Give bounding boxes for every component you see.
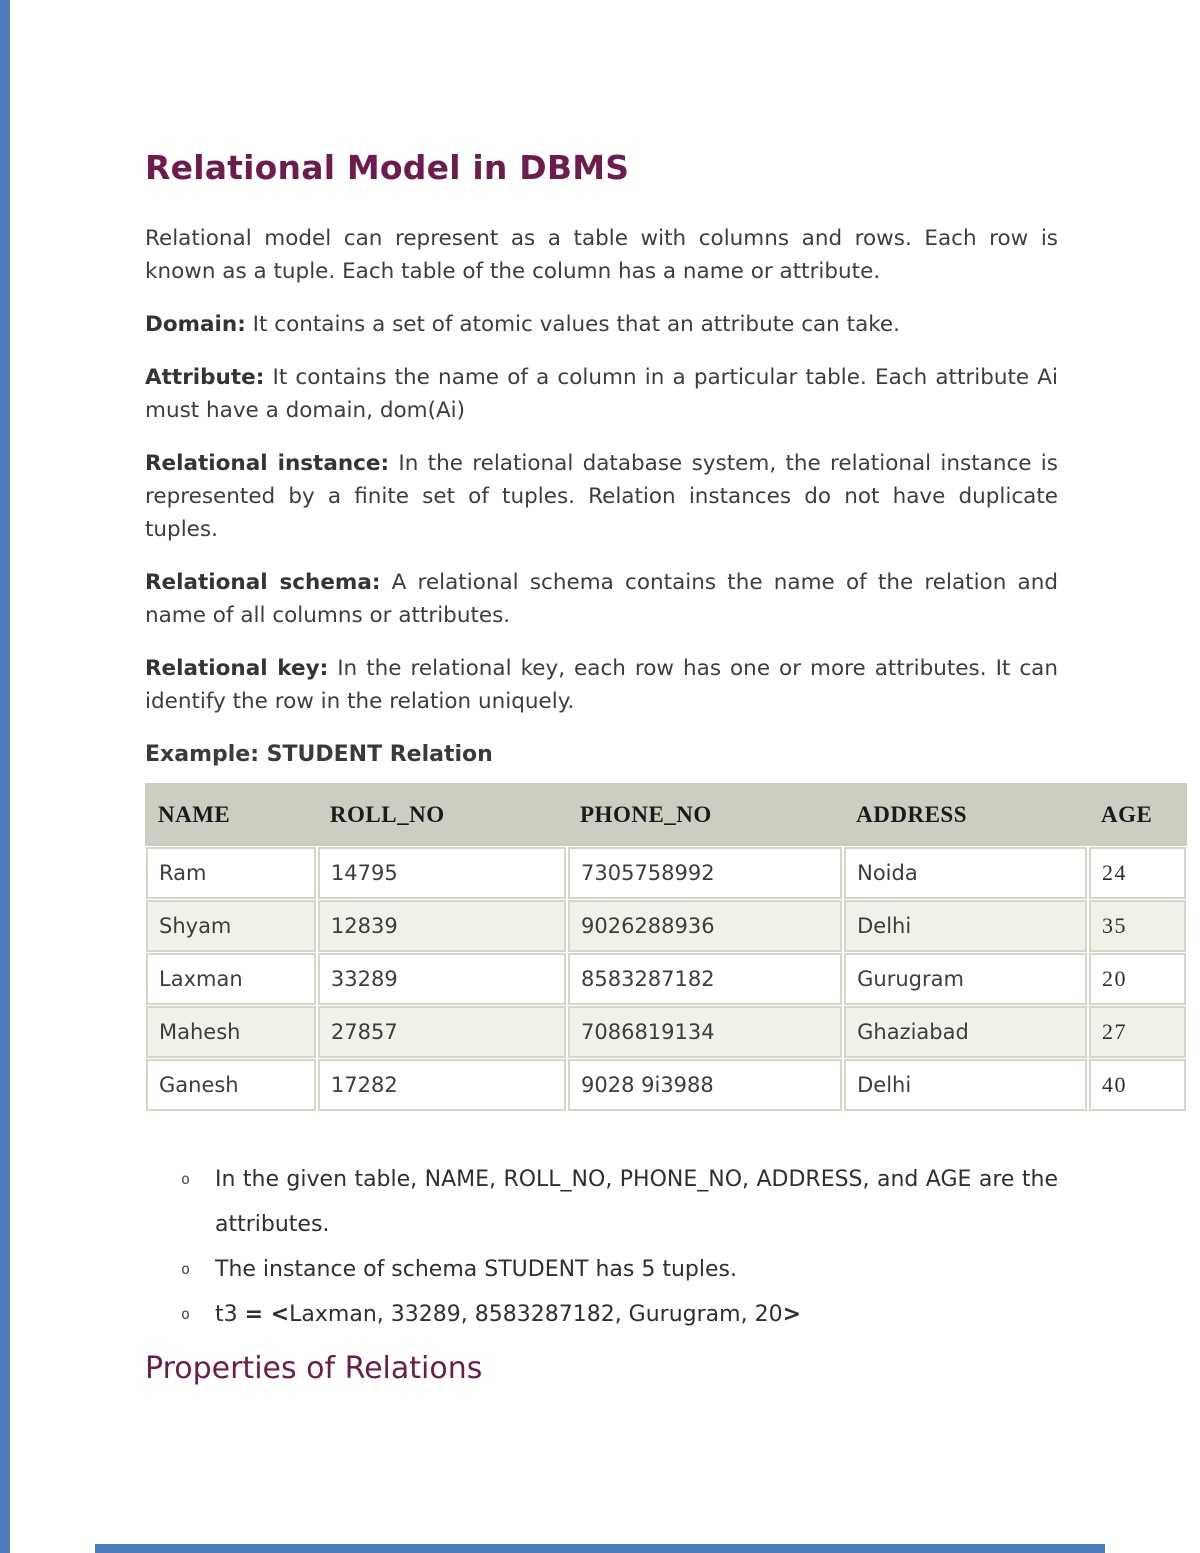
table-cell: Noida bbox=[844, 847, 1087, 899]
list-item-text: The instance of schema STUDENT has 5 tup… bbox=[215, 1257, 737, 1282]
definition-domain: Domain: It contains a set of atomic valu… bbox=[145, 308, 1058, 341]
table-header-row: NAME ROLL_NO PHONE_NO ADDRESS AGE bbox=[145, 783, 1187, 846]
table-cell: 7086819134 bbox=[568, 1006, 843, 1058]
page-title: Relational Model in DBMS bbox=[145, 148, 630, 187]
list-item: o In the given table, NAME, ROLL_NO, PHON… bbox=[145, 1157, 1058, 1247]
table-cell: 27 bbox=[1088, 1006, 1186, 1058]
definition-term: Relational key: bbox=[145, 656, 329, 681]
table-cell: Laxman bbox=[146, 953, 316, 1005]
left-edge-accent-bar bbox=[0, 0, 10, 1553]
table-row: Mahesh 27857 7086819134 Ghaziabad 27 bbox=[145, 1005, 1187, 1058]
definition-text: It contains the name of a column in a pa… bbox=[145, 365, 1058, 423]
definition-relational-schema: Relational schema: A relational schema c… bbox=[145, 566, 1058, 632]
definition-term: Relational instance: bbox=[145, 451, 390, 476]
intro-paragraph: Relational model can represent as a tabl… bbox=[145, 226, 1058, 284]
table-cell: Mahesh bbox=[146, 1006, 316, 1058]
table-row: Laxman 33289 8583287182 Gurugram 20 bbox=[145, 952, 1187, 1005]
example-label: Example: STUDENT Relation bbox=[145, 742, 493, 767]
column-header-age: AGE bbox=[1100, 801, 1153, 827]
definition-term: Relational schema: bbox=[145, 570, 381, 595]
definition-text: A relational schema contains the name of… bbox=[145, 570, 1058, 628]
table-cell: 9028 9i3988 bbox=[568, 1059, 843, 1111]
table-cell: Ghaziabad bbox=[844, 1006, 1087, 1058]
table-cell: Delhi bbox=[844, 1059, 1087, 1111]
table-cell: 27857 bbox=[317, 1006, 566, 1058]
table-row: Ram 14795 7305758992 Noida 24 bbox=[145, 846, 1187, 899]
definition-text: In the relational key, each row has one … bbox=[145, 656, 1058, 714]
bottom-edge-accent-bar bbox=[95, 1544, 1105, 1553]
table-body: Ram 14795 7305758992 Noida 24 Shyam 12839 90262… bbox=[145, 846, 1187, 1111]
table-cell: 33289 bbox=[317, 953, 566, 1005]
table-cell: 7305758992 bbox=[568, 847, 843, 899]
table-cell: 17282 bbox=[317, 1059, 566, 1111]
list-item: o The instance of schema STUDENT has 5 tu… bbox=[145, 1247, 1058, 1292]
table-cell: 14795 bbox=[317, 847, 566, 899]
table-cell: 8583287182 bbox=[568, 953, 843, 1005]
list-item: o t3 = <Laxman, 33289, 8583287182, Gurugr… bbox=[145, 1292, 1058, 1337]
column-header-address: ADDRESS bbox=[856, 801, 967, 827]
table-cell: Delhi bbox=[844, 900, 1087, 952]
bullet-marker: o bbox=[181, 1170, 191, 1188]
definition-term: Attribute: bbox=[145, 365, 265, 390]
table-cell: 12839 bbox=[317, 900, 566, 952]
table-cell: Ram bbox=[146, 847, 316, 899]
bullet-marker: o bbox=[181, 1260, 191, 1278]
column-header-roll-no: ROLL_NO bbox=[329, 801, 445, 827]
document-page: Relational Model in DBMS Relational mode… bbox=[145, 148, 1187, 1389]
student-relation-table: NAME ROLL_NO PHONE_NO ADDRESS AGE Ram 147… bbox=[145, 783, 1187, 1111]
definition-text: It contains a set of atomic values that … bbox=[245, 312, 900, 337]
table-cell: Ganesh bbox=[146, 1059, 316, 1111]
list-item-text: t3 = <Laxman, 33289, 8583287182, Gurugra… bbox=[215, 1302, 802, 1327]
column-header-name: NAME bbox=[158, 801, 231, 827]
table-cell: 9026288936 bbox=[568, 900, 843, 952]
table-row: Ganesh 17282 9028 9i3988 Delhi 40 bbox=[145, 1058, 1187, 1111]
bullet-marker: o bbox=[181, 1305, 191, 1323]
table-cell: Gurugram bbox=[844, 953, 1087, 1005]
definition-text: In the relational database system, the r… bbox=[145, 451, 1058, 542]
table-cell: 24 bbox=[1088, 847, 1186, 899]
table-cell: 40 bbox=[1088, 1059, 1186, 1111]
definition-term: Domain: bbox=[145, 312, 246, 337]
definition-relational-instance: Relational instance: In the relational d… bbox=[145, 447, 1058, 546]
list-item-text: In the given table, NAME, ROLL_NO, PHONE… bbox=[215, 1167, 1058, 1237]
table-cell: 35 bbox=[1088, 900, 1186, 952]
notes-list: o In the given table, NAME, ROLL_NO, PHON… bbox=[145, 1157, 1058, 1337]
column-header-phone-no: PHONE_NO bbox=[580, 801, 712, 827]
section-title-properties-of-relations: Properties of Relations bbox=[145, 1351, 483, 1386]
table-row: Shyam 12839 9026288936 Delhi 35 bbox=[145, 899, 1187, 952]
table-cell: Shyam bbox=[146, 900, 316, 952]
definition-relational-key: Relational key: In the relational key, e… bbox=[145, 652, 1058, 718]
table-cell: 20 bbox=[1088, 953, 1186, 1005]
definition-attribute: Attribute: It contains the name of a col… bbox=[145, 361, 1058, 427]
